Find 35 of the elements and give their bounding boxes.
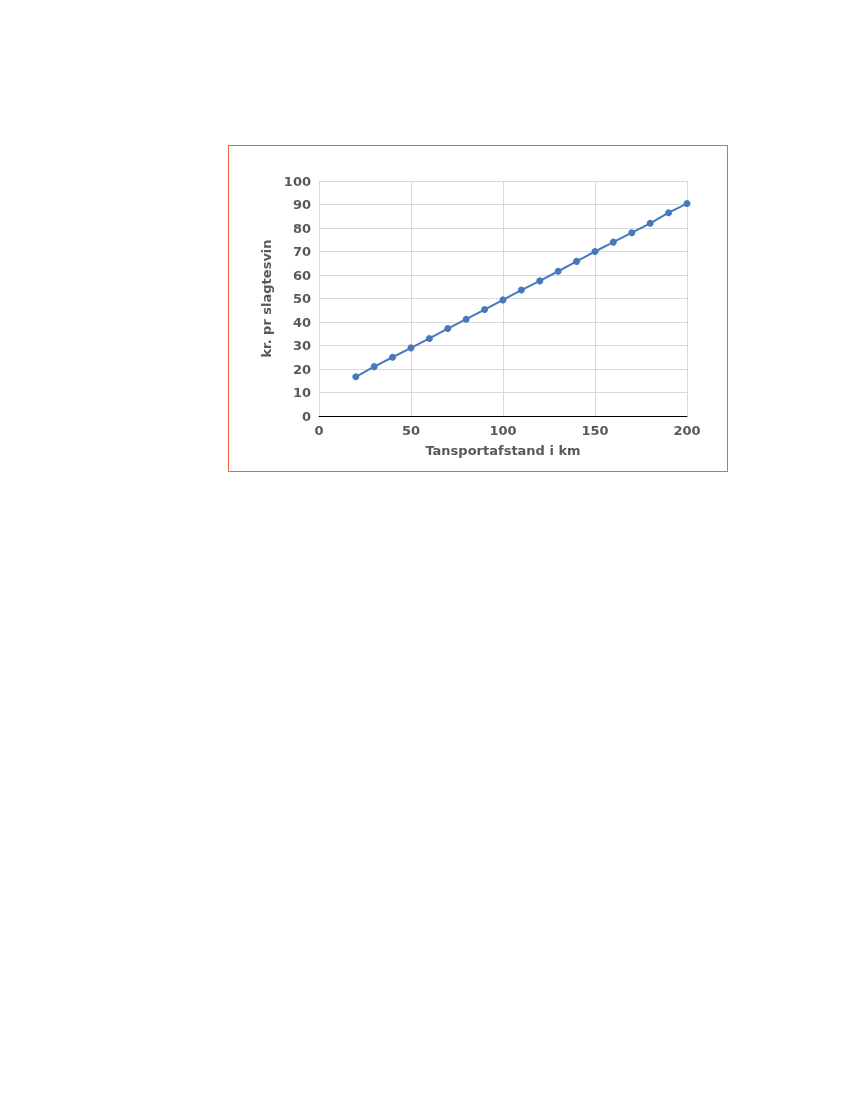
y-tick-label: 0 (301, 408, 311, 424)
y-axis-title: kr. pr slagtesvin (258, 239, 274, 358)
point (481, 306, 489, 314)
y-tick-label: 80 (292, 220, 311, 236)
point (425, 334, 433, 342)
point (628, 229, 636, 237)
x-tick-label: 0 (314, 423, 324, 438)
y-tick-label: 60 (292, 267, 311, 283)
point (554, 267, 562, 275)
point (517, 286, 525, 294)
point (573, 257, 581, 265)
x-tick-label: 100 (489, 423, 517, 438)
x-tick-label: 200 (673, 423, 701, 438)
y-tick-label: 10 (292, 385, 311, 400)
point (462, 315, 470, 323)
point (536, 277, 544, 285)
y-tick-label: 50 (292, 291, 311, 306)
point (646, 219, 654, 227)
point (370, 363, 378, 371)
x-axis-title: Tansportafstand i km (425, 443, 581, 458)
point (591, 248, 599, 255)
y-tick-label: 100 (283, 173, 311, 189)
x-tick-label: 150 (581, 423, 609, 438)
point (389, 353, 397, 361)
y-tick-label: 90 (292, 197, 311, 212)
y-tick-label: 40 (292, 314, 311, 330)
point (609, 238, 617, 246)
point (352, 373, 360, 381)
point (665, 209, 673, 217)
y-tick-label: 70 (292, 244, 311, 259)
point (683, 200, 691, 208)
y-tick-label: 20 (292, 361, 311, 377)
y-tick-label: 30 (292, 338, 311, 353)
point (444, 325, 452, 333)
x-tick-label: 50 (401, 423, 421, 438)
